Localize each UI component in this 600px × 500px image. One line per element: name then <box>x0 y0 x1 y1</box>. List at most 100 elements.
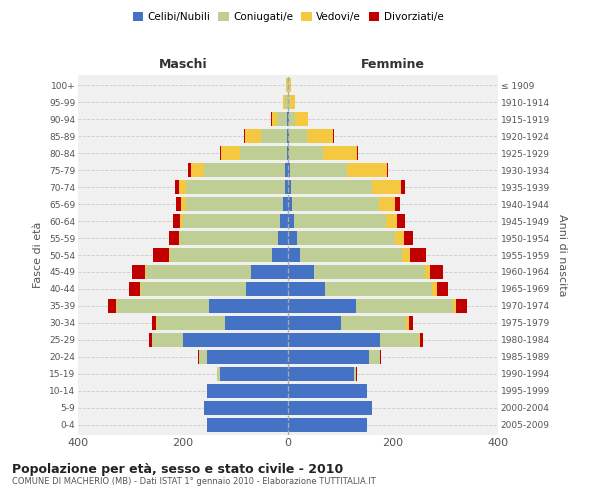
Bar <box>356 298 454 313</box>
Bar <box>289 146 323 160</box>
Bar <box>347 163 387 178</box>
Bar <box>272 112 277 126</box>
Bar <box>333 129 334 144</box>
Bar <box>323 146 358 160</box>
Bar <box>307 129 333 144</box>
Bar <box>116 298 118 313</box>
Bar <box>379 197 395 212</box>
Bar <box>118 298 209 313</box>
Bar <box>220 146 221 160</box>
Bar <box>155 316 157 330</box>
Bar <box>295 112 308 126</box>
Bar <box>169 231 179 245</box>
Bar <box>397 214 404 228</box>
Bar <box>402 248 410 262</box>
Bar <box>280 214 288 228</box>
Legend: Celibi/Nubili, Coniugati/e, Vedovi/e, Divorziati/e: Celibi/Nubili, Coniugati/e, Vedovi/e, Di… <box>128 8 448 26</box>
Bar <box>437 282 448 296</box>
Bar <box>246 282 288 296</box>
Bar <box>387 163 388 178</box>
Bar <box>288 418 367 432</box>
Bar <box>283 197 288 212</box>
Bar <box>204 400 288 415</box>
Bar <box>404 231 413 245</box>
Bar <box>209 298 288 313</box>
Bar <box>109 298 116 313</box>
Bar <box>245 129 260 144</box>
Bar <box>286 163 288 178</box>
Bar <box>356 366 358 381</box>
Bar <box>153 248 169 262</box>
Bar <box>132 265 145 279</box>
Bar <box>277 231 288 245</box>
Bar <box>183 332 288 347</box>
Bar <box>151 316 155 330</box>
Bar <box>288 282 325 296</box>
Bar <box>401 180 405 194</box>
Bar <box>288 180 290 194</box>
Bar <box>288 146 289 160</box>
Bar <box>204 163 286 178</box>
Bar <box>454 298 456 313</box>
Bar <box>419 332 420 347</box>
Bar <box>288 366 353 381</box>
Bar <box>292 197 379 212</box>
Bar <box>410 248 425 262</box>
Bar <box>286 78 287 92</box>
Bar <box>298 231 395 245</box>
Bar <box>289 78 291 92</box>
Bar <box>341 316 406 330</box>
Bar <box>288 298 356 313</box>
Bar <box>288 248 299 262</box>
Bar <box>206 384 288 398</box>
Bar <box>251 265 288 279</box>
Bar <box>146 265 251 279</box>
Bar <box>290 95 295 110</box>
Bar <box>240 146 287 160</box>
Bar <box>206 350 288 364</box>
Bar <box>299 248 402 262</box>
Bar <box>314 265 425 279</box>
Bar <box>433 282 437 296</box>
Bar <box>288 332 380 347</box>
Bar <box>409 316 413 330</box>
Bar <box>288 95 290 110</box>
Bar <box>288 197 292 212</box>
Text: COMUNE DI MACHERIO (MB) - Dati ISTAT 1° gennaio 2010 - Elaborazione TUTTITALIA.I: COMUNE DI MACHERIO (MB) - Dati ISTAT 1° … <box>12 478 376 486</box>
Bar <box>181 231 277 245</box>
Bar <box>456 298 467 313</box>
Bar <box>157 316 225 330</box>
Bar <box>140 282 141 296</box>
Bar <box>295 214 386 228</box>
Bar <box>191 163 204 178</box>
Bar <box>288 316 341 330</box>
Bar <box>287 146 288 160</box>
Bar <box>220 366 288 381</box>
Bar <box>225 316 288 330</box>
Bar <box>406 316 409 330</box>
Bar <box>173 214 181 228</box>
Bar <box>289 112 295 126</box>
Bar <box>288 265 314 279</box>
Bar <box>181 197 185 212</box>
Bar <box>179 180 185 194</box>
Bar <box>149 332 151 347</box>
Bar <box>288 231 298 245</box>
Bar <box>169 248 170 262</box>
Bar <box>260 129 287 144</box>
Bar <box>288 163 290 178</box>
Bar <box>380 350 381 364</box>
Bar <box>197 350 199 364</box>
Bar <box>386 214 397 228</box>
Bar <box>130 282 140 296</box>
Bar <box>151 332 183 347</box>
Bar <box>325 282 433 296</box>
Bar <box>176 197 181 212</box>
Bar <box>288 384 367 398</box>
Y-axis label: Fasce di età: Fasce di età <box>34 222 43 288</box>
Bar <box>221 146 240 160</box>
Bar <box>244 129 245 144</box>
Bar <box>289 129 307 144</box>
Text: Femmine: Femmine <box>361 58 425 71</box>
Bar <box>185 197 283 212</box>
